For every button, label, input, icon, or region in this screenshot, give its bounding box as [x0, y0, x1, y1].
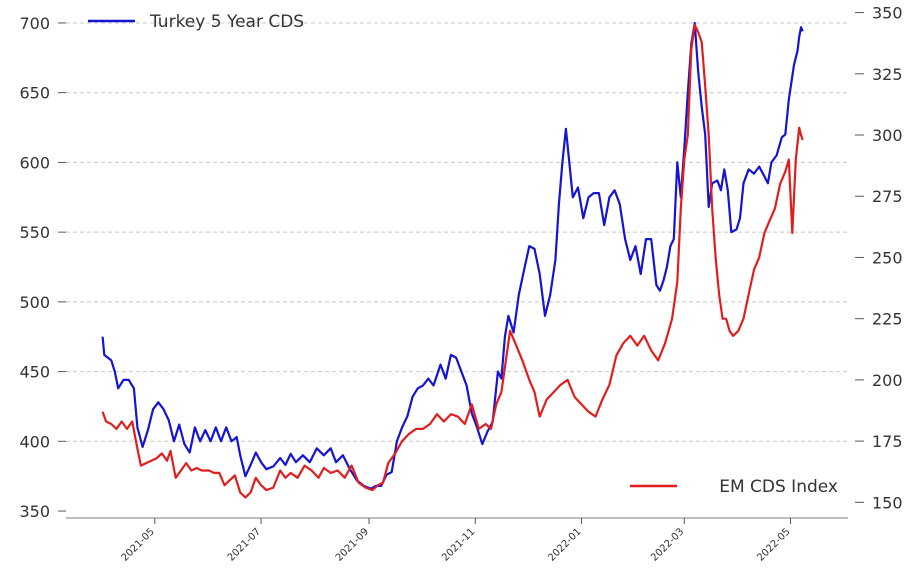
right-tick-label-325: 325 [872, 65, 903, 84]
series-line-1 [101, 21, 804, 490]
x-tick-label-2021-09: 2021-09 [334, 526, 371, 563]
right-tick-label-275: 275 [872, 187, 903, 206]
left-tick-label-500: 500 [19, 293, 50, 312]
left-tick-label-600: 600 [19, 153, 50, 172]
series-layer [101, 21, 804, 499]
series-line-2 [101, 23, 804, 499]
x-tick-label-2021-07: 2021-07 [226, 526, 263, 563]
left-tick-label-400: 400 [19, 432, 50, 451]
x-axis-ticks: 2021-05 2021-07 2021-09 2021-11 2022-01 2022-… [66, 517, 848, 564]
right-tick-label-250: 250 [872, 248, 903, 267]
gridlines [66, 22, 848, 442]
right-axis-ticks: 150 175 200 225 250 275 300 325 350 [855, 4, 903, 512]
left-tick-label-650: 650 [19, 84, 50, 103]
right-tick-label-225: 225 [872, 310, 903, 329]
legend-label-2: EM CDS Index [719, 477, 838, 497]
x-tick-label-2021-11: 2021-11 [440, 526, 477, 563]
legend-layer: Turkey 5 Year CDS EM CDS Index [88, 12, 838, 497]
left-axis-ticks: 350 400 450 500 550 600 650 700 [19, 14, 66, 521]
left-tick-label-550: 550 [19, 223, 50, 242]
x-tick-label-2022-01: 2022-01 [546, 526, 583, 563]
left-tick-label-450: 450 [19, 363, 50, 382]
x-tick-label-2022-05: 2022-05 [755, 526, 792, 563]
left-tick-label-350: 350 [19, 502, 50, 521]
legend-label-1: Turkey 5 Year CDS [149, 12, 304, 32]
right-tick-label-350: 350 [872, 4, 903, 23]
right-tick-label-300: 300 [872, 126, 903, 145]
right-tick-label-175: 175 [872, 432, 903, 451]
x-tick-label-2021-05: 2021-05 [120, 526, 157, 563]
right-tick-label-150: 150 [872, 493, 903, 512]
x-tick-label-2022-03: 2022-03 [649, 526, 686, 563]
left-tick-label-700: 700 [19, 14, 50, 33]
right-tick-label-200: 200 [872, 371, 903, 390]
